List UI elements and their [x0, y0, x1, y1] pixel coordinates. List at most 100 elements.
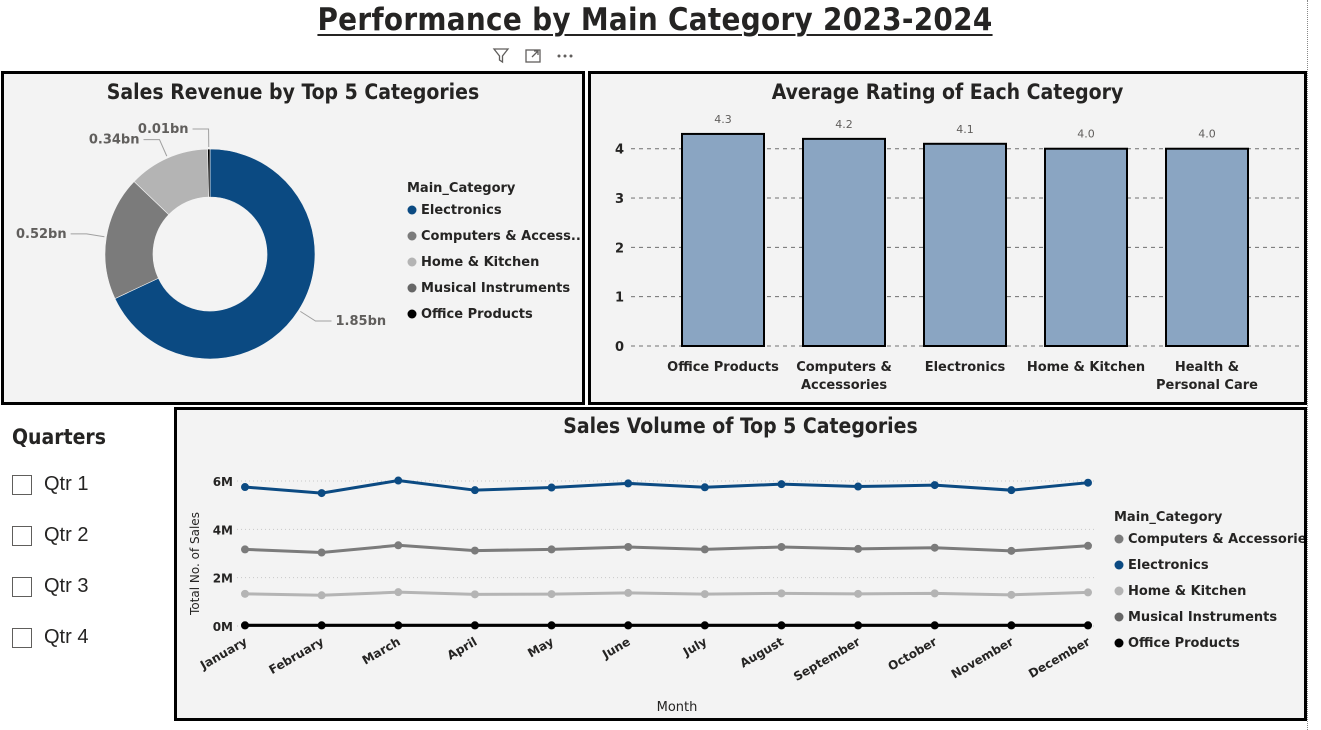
data-point [854, 621, 863, 630]
checkbox[interactable] [12, 525, 32, 546]
x-tick-label: February [267, 634, 327, 677]
legend-item: Musical Instruments [421, 281, 570, 296]
data-point [777, 480, 786, 489]
y-tick-label: 0M [213, 620, 233, 634]
legend-marker [1114, 534, 1124, 544]
data-point [317, 621, 326, 630]
series-line [244, 479, 1089, 495]
donut-panel[interactable]: Sales Revenue by Top 5 Categories 1.85bn… [1, 71, 585, 405]
x-tick-label: April [445, 634, 480, 662]
legend-item: Home & Kitchen [1128, 584, 1246, 599]
bar [681, 132, 765, 347]
x-tick-label: November [949, 634, 1016, 681]
bar-value-label: 4.1 [956, 123, 974, 136]
bar-value-label: 4.2 [835, 118, 853, 131]
legend-title: Main_Category [1114, 510, 1223, 525]
data-point [394, 476, 403, 485]
x-tick-label: Computers & [796, 360, 892, 375]
legend-marker [407, 309, 417, 319]
slicer-item-qtr2[interactable]: Qtr 2 [12, 510, 162, 561]
bar [1165, 147, 1249, 347]
bar-chart: 0 1 2 3 4 4.3 Office Products 4.2 Computers & Acc… [615, 113, 1303, 393]
data-point [1084, 621, 1092, 630]
data-point [930, 589, 939, 598]
checkbox[interactable] [12, 627, 32, 648]
slice-label: 1.85bn [336, 314, 387, 329]
slicer-item-qtr3[interactable]: Qtr 3 [12, 561, 162, 612]
bar-value-label: 4.3 [714, 113, 732, 126]
slice-label: 0.52bn [16, 227, 67, 242]
legend-marker [407, 257, 417, 267]
x-tick-label: January [197, 634, 250, 672]
leader-line [300, 310, 332, 322]
line-panel[interactable]: Sales Volume of Top 5 Categories 0M 2M 4M 6… [174, 407, 1307, 721]
x-tick-label: Office Products [667, 360, 779, 375]
focus-mode-icon[interactable] [522, 47, 544, 65]
x-tick-label: December [1026, 634, 1092, 680]
x-tick-label: Personal Care [1156, 378, 1258, 393]
y-tick-label: 2 [615, 241, 624, 256]
x-tick-label: August [738, 634, 787, 670]
line-chart: 0M 2M 4M 6M Total No. of Sales January Februar… [188, 475, 1304, 715]
data-point [470, 590, 479, 599]
page-title: Performance by Main Category 2023-2024 [317, 2, 993, 38]
x-tick-label: Home & Kitchen [1027, 360, 1145, 375]
bar-title: Average Rating of Each Category [771, 80, 1124, 104]
slicer-item-label: Qtr 3 [44, 575, 89, 597]
y-tick-label: 6M [213, 475, 233, 489]
legend-item: Computers & Accessories [1128, 532, 1304, 547]
legend-marker [1114, 586, 1124, 596]
data-point [470, 621, 479, 630]
data-point [1007, 590, 1016, 599]
data-point [394, 621, 403, 630]
slicer-item-qtr1[interactable]: Qtr 1 [12, 459, 162, 510]
data-point [547, 621, 556, 630]
slice-label: 0.34bn [89, 133, 140, 148]
legend-marker [1114, 638, 1124, 648]
data-point [777, 589, 786, 598]
legend-marker [407, 231, 417, 241]
data-point [1007, 621, 1016, 630]
donut-title: Sales Revenue by Top 5 Categories [106, 80, 480, 104]
leader-line [192, 128, 210, 148]
y-tick-label: 1 [615, 291, 624, 306]
slicer-item-label: Qtr 4 [44, 626, 89, 648]
data-point [317, 591, 326, 600]
x-tick-label: July [680, 634, 710, 659]
donut-slice [207, 148, 211, 198]
quarters-slicer: Quarters Qtr 1 Qtr 2 Qtr 3 Qtr 4 [12, 425, 162, 663]
bar-panel[interactable]: Average Rating of Each Category 0 1 2 3 4 4.3… [588, 71, 1307, 405]
data-point [1084, 478, 1092, 487]
data-point [547, 590, 556, 599]
y-tick-label: 2M [213, 572, 233, 586]
series-line [244, 590, 1089, 597]
x-tick-label: May [525, 634, 556, 660]
data-point [624, 542, 633, 551]
filter-icon[interactable] [490, 47, 512, 65]
legend-title: Main_Category [407, 181, 516, 196]
y-tick-label: 4 [615, 143, 624, 158]
x-axis-title: Month [657, 700, 698, 715]
data-point [394, 588, 403, 597]
slicer-item-qtr4[interactable]: Qtr 4 [12, 612, 162, 663]
x-tick-label: Electronics [925, 360, 1006, 375]
series-line [244, 543, 1089, 555]
data-point [777, 621, 786, 630]
data-point [1084, 541, 1092, 550]
legend-item: Electronics [421, 203, 502, 218]
leader-line [70, 233, 105, 238]
data-point [930, 621, 939, 630]
data-point [394, 541, 403, 550]
more-options-icon[interactable] [554, 47, 576, 65]
x-tick-label: October [886, 634, 940, 673]
data-point [241, 483, 249, 492]
data-point [777, 542, 786, 551]
checkbox[interactable] [12, 576, 32, 597]
legend-item: Computers & Access... [421, 229, 582, 244]
data-point [241, 589, 249, 598]
data-point [1007, 486, 1016, 495]
checkbox[interactable] [12, 474, 32, 495]
legend-item: Office Products [1128, 636, 1240, 651]
data-point [1084, 588, 1092, 597]
data-point [547, 483, 556, 492]
